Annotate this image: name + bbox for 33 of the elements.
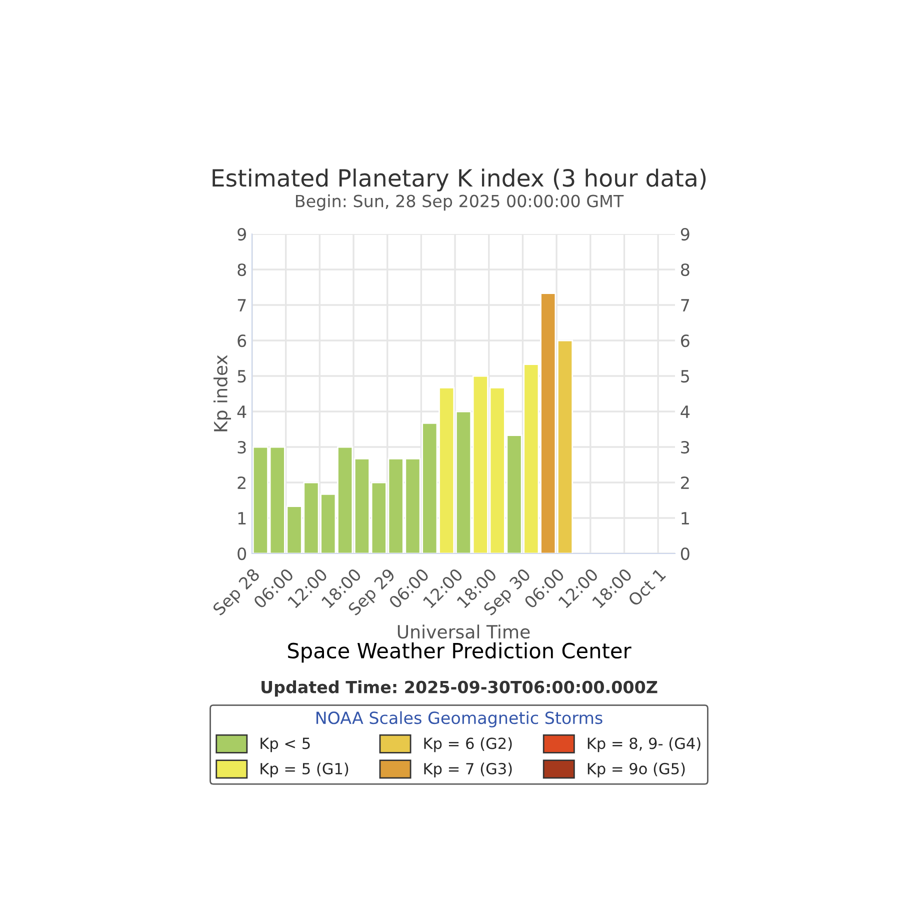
text: Space Weather Prediction Center xyxy=(288,642,632,663)
legend-label: Kp < 5 xyxy=(260,738,310,752)
y-tick-label: 0 xyxy=(238,547,246,560)
y-tick-label: 4 xyxy=(237,406,246,418)
y2-tick-label: 3 xyxy=(681,440,690,454)
x-axis-title: Universal Time xyxy=(398,624,530,639)
y2-tick-label: 0 xyxy=(680,547,690,560)
chart-subtitle: Begin: Sun, 28 Sep 2025 00:00:00 GMT xyxy=(296,194,624,211)
y2-tick-label: 8 xyxy=(680,263,690,276)
y2-tick-label: 6 xyxy=(681,334,690,348)
y-tick-label: 3 xyxy=(238,440,246,454)
y-tick-label: 6 xyxy=(238,334,246,348)
y-tick-label: 7 xyxy=(238,299,246,312)
legend-label: Kp = 7 (G3) xyxy=(424,762,512,778)
legend-label: Kp = 8, 9- (G4) xyxy=(588,737,700,752)
legend-title: NOAA Scales Geomagnetic Storms xyxy=(316,711,602,728)
y2-tick-label: 2 xyxy=(681,476,689,489)
y2-tick-label: 4 xyxy=(680,406,690,418)
y2-tick-label: 7 xyxy=(681,299,690,312)
y2-tick-label: 5 xyxy=(681,370,690,383)
y-axis-title: Kp index xyxy=(214,355,231,432)
text: Updated Time: 2025-09-30T06:00:00.000Z xyxy=(262,680,658,697)
y2-tick-label: 9 xyxy=(680,228,690,241)
chart-title: Estimated Planetary K index (3 hour data) xyxy=(212,168,706,192)
y-tick-label: 9 xyxy=(238,228,246,241)
legend-label: Kp = 6 (G2) xyxy=(424,737,512,752)
legend-label: Kp = 9o (G5) xyxy=(588,762,685,778)
y2-tick-label: 1 xyxy=(682,512,689,524)
legend-label: Kp = 5 (G1) xyxy=(260,762,348,778)
y-tick-label: 1 xyxy=(238,512,246,524)
y-tick-label: 2 xyxy=(238,476,246,489)
y-tick-label: 5 xyxy=(238,370,246,383)
y-tick-label: 8 xyxy=(238,263,246,276)
